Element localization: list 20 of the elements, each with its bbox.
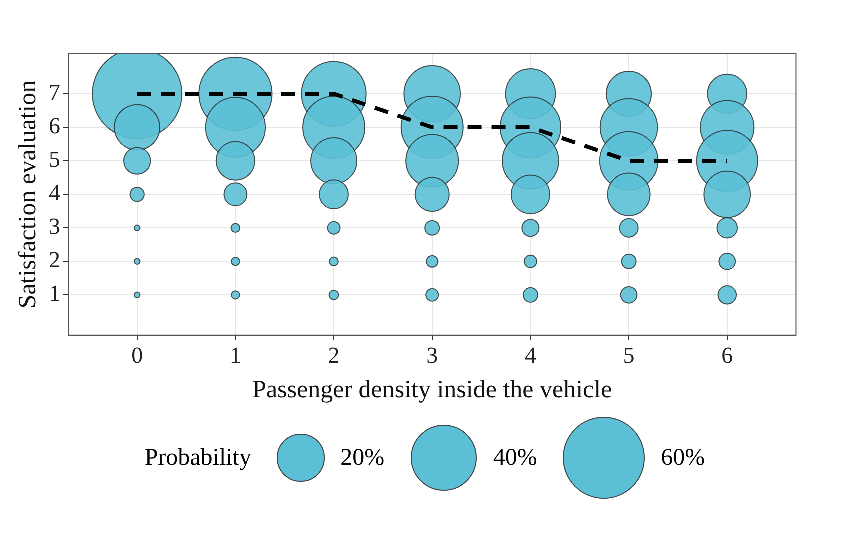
x-tick-label: 0 — [132, 343, 144, 368]
y-tick-label: 7 — [49, 80, 60, 106]
x-tick-label: 3 — [426, 343, 438, 368]
legend-label: 60% — [661, 444, 706, 472]
x-tick-label: 6 — [722, 343, 734, 368]
x-tick-label: 5 — [623, 343, 635, 368]
y-tick-label: 4 — [49, 180, 61, 206]
legend-label: 20% — [340, 444, 385, 472]
y-tick-label: 2 — [49, 248, 60, 273]
y-axis-title: Satisfaction evaluation — [14, 80, 42, 309]
x-tick-label: 4 — [524, 343, 537, 368]
y-tick-label: 1 — [49, 281, 60, 306]
y-tick-label: 5 — [49, 147, 60, 172]
legend-title: Probability — [144, 444, 252, 472]
legend-label: 40% — [493, 444, 538, 472]
y-tick-label: 6 — [49, 114, 60, 139]
x-tick-label: 2 — [328, 343, 340, 368]
x-axis-title: Passenger density inside the vehicle — [252, 376, 612, 404]
y-tick-label: 3 — [49, 214, 60, 240]
x-tick-label: 1 — [230, 343, 242, 368]
